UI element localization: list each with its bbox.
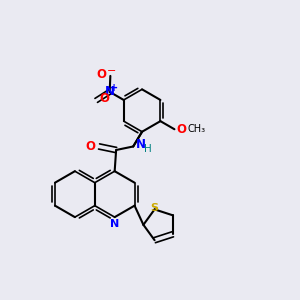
Text: O: O: [177, 123, 187, 136]
Text: CH₃: CH₃: [188, 124, 206, 134]
Text: O: O: [85, 140, 95, 153]
Text: N: N: [136, 139, 146, 152]
Text: S: S: [151, 203, 159, 213]
Text: O: O: [100, 92, 110, 105]
Text: O: O: [97, 68, 107, 81]
Text: H: H: [144, 144, 152, 154]
Text: −: −: [107, 66, 116, 76]
Text: N: N: [110, 220, 119, 230]
Text: N: N: [105, 85, 115, 98]
Text: +: +: [110, 83, 118, 93]
